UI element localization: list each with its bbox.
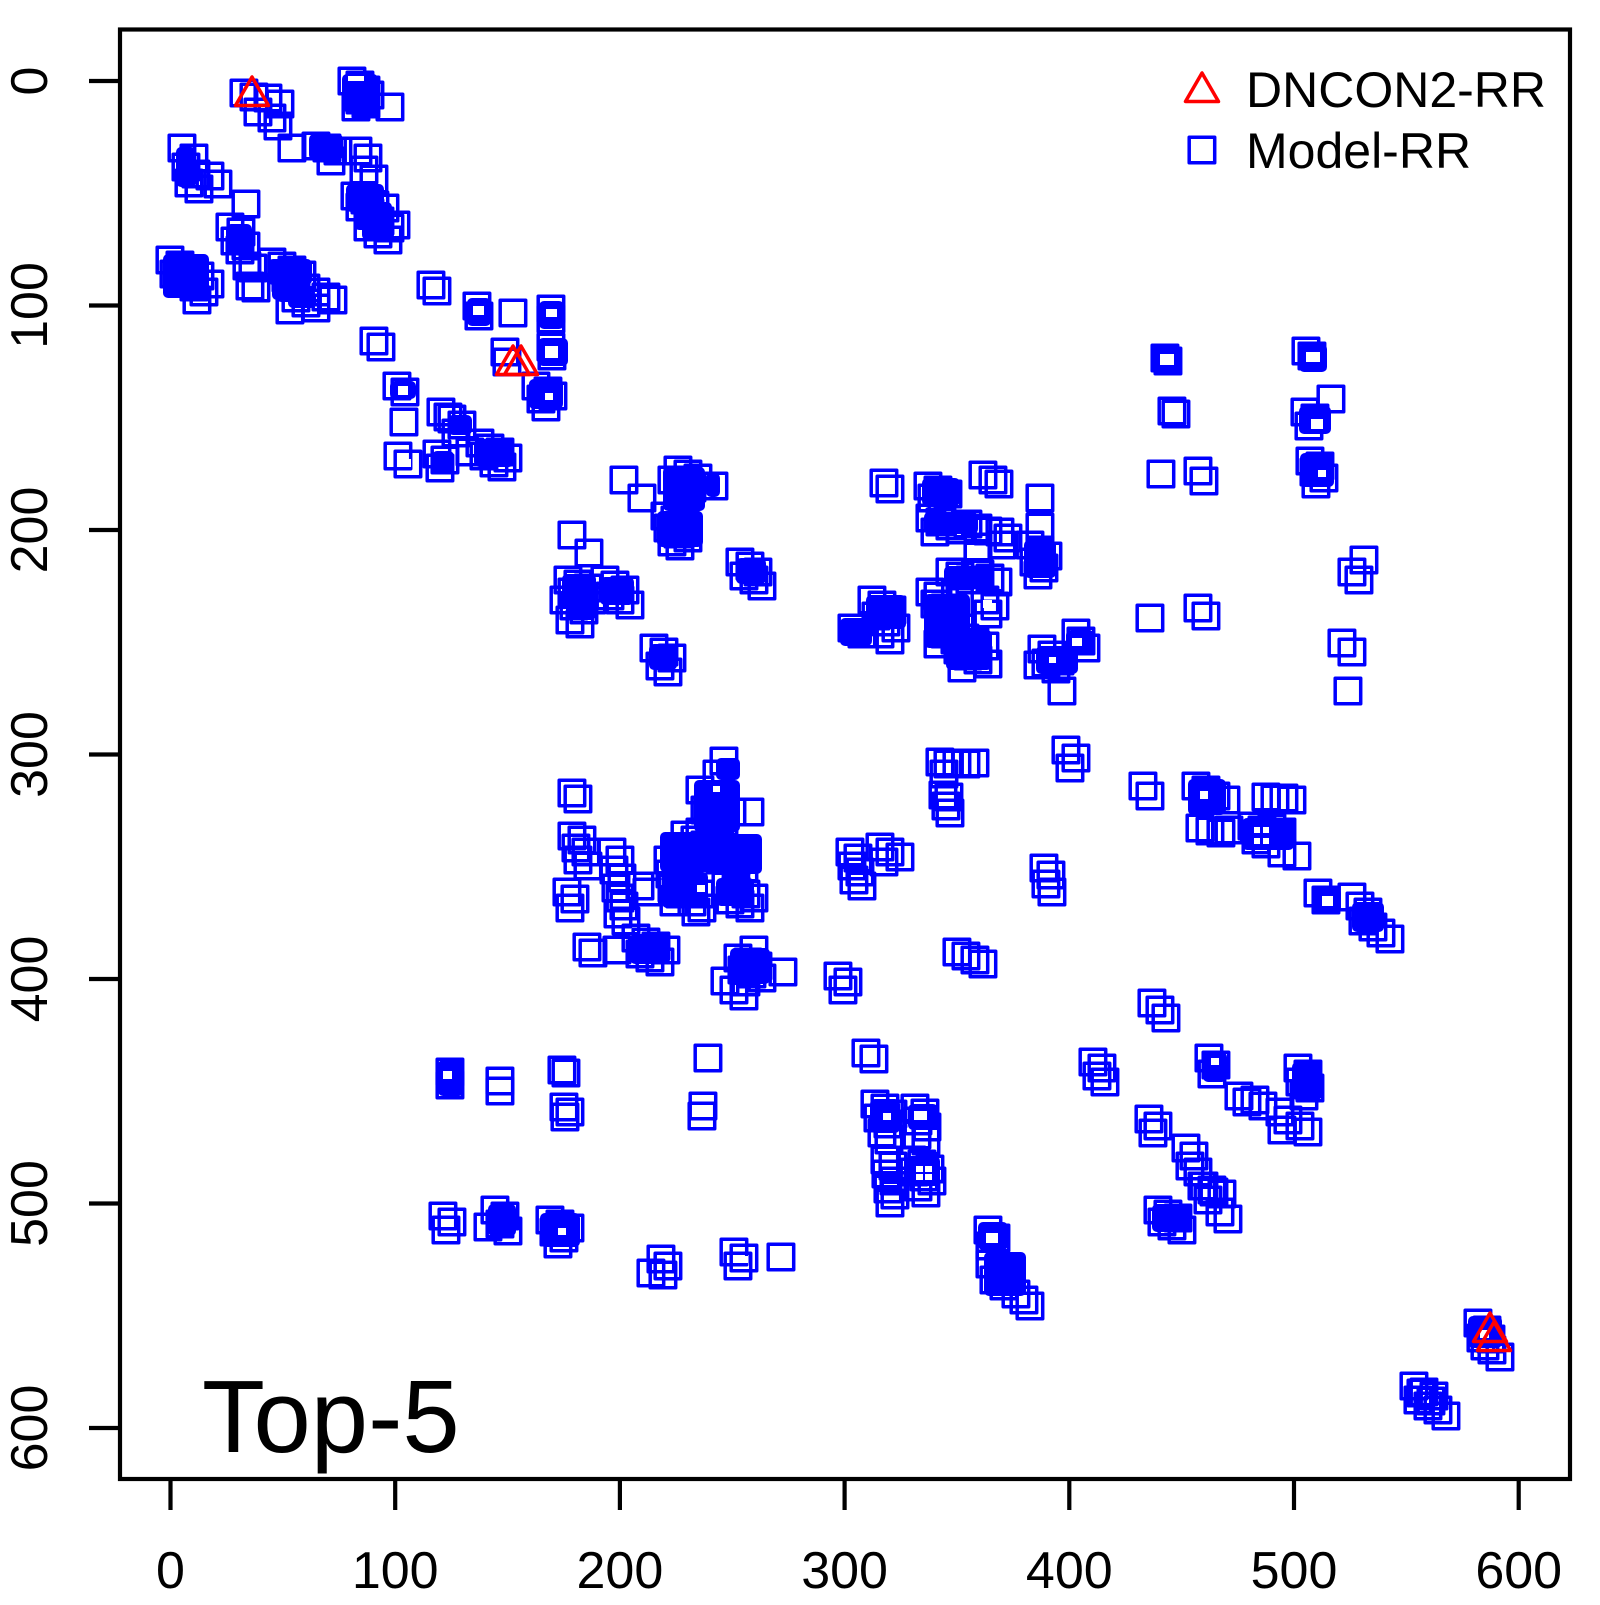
svg-text:Top-5: Top-5 bbox=[202, 1359, 460, 1474]
svg-text:600: 600 bbox=[1475, 1542, 1562, 1600]
svg-text:600: 600 bbox=[1, 1385, 59, 1472]
svg-text:100: 100 bbox=[1, 262, 59, 349]
svg-text:0: 0 bbox=[1, 67, 59, 96]
svg-text:400: 400 bbox=[1, 936, 59, 1023]
svg-text:100: 100 bbox=[352, 1542, 439, 1600]
svg-text:400: 400 bbox=[1026, 1542, 1113, 1600]
svg-text:DNCON2-RR: DNCON2-RR bbox=[1246, 62, 1546, 118]
svg-text:500: 500 bbox=[1, 1160, 59, 1247]
svg-text:500: 500 bbox=[1251, 1542, 1338, 1600]
svg-text:Model-RR: Model-RR bbox=[1246, 123, 1471, 179]
svg-text:300: 300 bbox=[801, 1542, 888, 1600]
svg-text:200: 200 bbox=[577, 1542, 664, 1600]
svg-text:0: 0 bbox=[156, 1542, 185, 1600]
svg-text:300: 300 bbox=[1, 711, 59, 798]
svg-text:200: 200 bbox=[1, 487, 59, 574]
